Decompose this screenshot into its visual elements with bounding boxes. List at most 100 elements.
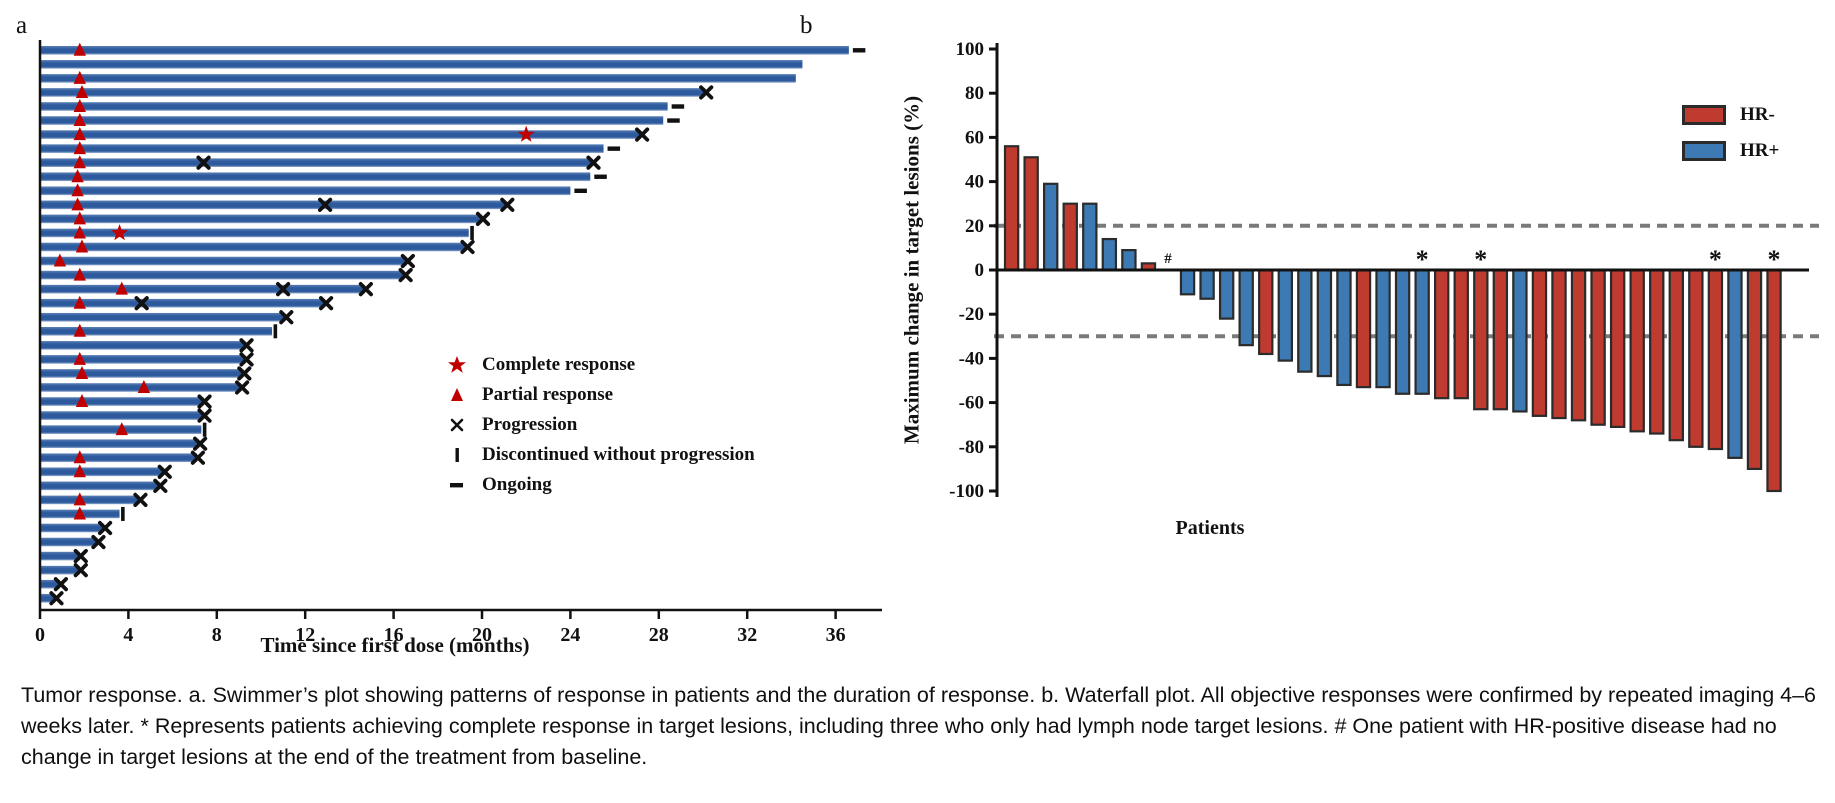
partial-response-marker — [137, 380, 151, 393]
waterfall-bar — [1355, 268, 1372, 389]
x-tick-label: 20 — [472, 624, 492, 646]
swimmer-bar — [40, 481, 160, 491]
swimmer-bar — [40, 523, 105, 533]
ongoing-marker — [671, 104, 685, 109]
swimmer-bar — [40, 242, 467, 252]
swimmer-bar — [40, 397, 204, 406]
partial-response-marker — [73, 225, 86, 239]
y-tick-label: -20 — [959, 304, 984, 325]
waterfall-bar — [1179, 268, 1196, 296]
complete-response-asterisk: * — [1416, 245, 1429, 274]
progression-x-marker — [500, 197, 515, 212]
swimmer-bar — [40, 74, 796, 83]
figure-caption: Tumor response. a. Swimmer’s plot showin… — [21, 683, 1817, 770]
swimmer-bar — [40, 341, 246, 350]
progression-x-marker — [197, 394, 212, 409]
legend-label-ongoing: Ongoing — [482, 474, 552, 495]
progression-x-marker — [196, 155, 211, 170]
partial-response-marker — [73, 211, 86, 225]
waterfall-bar — [1453, 268, 1469, 400]
progression-x-marker — [586, 155, 601, 170]
y-tick-label: -60 — [959, 393, 984, 414]
partial-response-marker — [75, 365, 89, 379]
progression-x-marker — [197, 408, 212, 423]
swimmer-bar — [40, 256, 407, 266]
swimmer-bar — [40, 495, 140, 505]
progression-x-marker — [276, 282, 291, 297]
partial-response-marker — [73, 42, 86, 56]
complete-response-marker — [111, 224, 129, 241]
waterfall-legend: HR- HR+ — [1682, 97, 1779, 169]
waterfall-bar — [1258, 268, 1274, 356]
swimmer-legend: Complete response Partial response Progr… — [444, 350, 755, 500]
discontinued-marker — [202, 422, 207, 437]
x-tick-label: 0 — [35, 624, 45, 646]
progression-x-marker — [475, 211, 491, 226]
x-tick-label: 28 — [649, 624, 669, 646]
swimmer-bar — [40, 46, 849, 55]
progression-x-marker — [97, 520, 113, 536]
partial-response-marker — [73, 464, 86, 478]
waterfall-x-axis-title: Patients — [1175, 517, 1245, 539]
swimmer-plot: 0 4 8 12 16 20 24 28 32 36 — [35, 40, 882, 646]
progression-x-marker — [400, 253, 415, 269]
panel-b-label: b — [800, 12, 813, 39]
waterfall-y-axis-title: Maximum change in target lesions (%) — [899, 95, 924, 445]
progression-x-marker — [73, 563, 88, 578]
legend-item-discontinued: Discontinued without progression — [444, 440, 755, 470]
partial-response-marker — [73, 351, 86, 365]
panel-a-label: a — [16, 12, 28, 39]
partial-response-marker — [73, 267, 86, 281]
progression-x-marker — [279, 310, 294, 325]
progression-x-marker — [699, 85, 714, 100]
x-tick-label: 12 — [295, 624, 315, 646]
waterfall-bar — [1394, 268, 1411, 395]
complete-response-asterisk: * — [1474, 245, 1487, 274]
discontinued-marker — [273, 324, 278, 339]
swimmer-bar — [40, 88, 706, 97]
waterfall-bar — [1003, 145, 1020, 272]
progression-x-icon — [444, 414, 470, 436]
waterfall-bar — [1727, 268, 1743, 459]
swimmer-bar — [40, 228, 469, 238]
partial-response-marker — [73, 450, 86, 464]
waterfall-plot: 100 80 60 40 20 0 -20 -40 -60 -80 -100 # * * * * — [949, 39, 1819, 502]
legend-label-hr-negative: HR- — [1740, 104, 1775, 125]
waterfall-bar — [1062, 202, 1078, 272]
legend-item-hr-positive: HR+ — [1682, 133, 1779, 169]
discontinued-tick-icon — [444, 444, 470, 466]
complete-response-star-icon — [444, 354, 470, 376]
swimmer-bar — [40, 200, 507, 210]
legend-item-progression: Progression — [444, 410, 755, 440]
swimmer-bar — [40, 593, 56, 603]
waterfall-bar — [1042, 182, 1059, 272]
swimmer-bar — [40, 327, 273, 336]
waterfall-bar — [1316, 268, 1333, 378]
legend-item-hr-negative: HR- — [1682, 97, 1779, 133]
swimmer-bar — [40, 411, 204, 420]
waterfall-bar — [1688, 268, 1704, 448]
waterfall-bar — [1590, 268, 1606, 426]
legend-label-discontinued: Discontinued without progression — [482, 444, 755, 465]
waterfall-bar — [1101, 237, 1118, 272]
progression-x-marker — [134, 296, 149, 311]
waterfall-bar — [1551, 268, 1567, 420]
partial-response-marker — [73, 113, 86, 127]
ongoing-marker — [594, 174, 607, 179]
y-tick-label: 80 — [965, 83, 984, 104]
waterfall-bar — [1766, 268, 1782, 493]
ongoing-marker — [852, 48, 866, 53]
x-tick-label: 24 — [560, 624, 580, 646]
swimmer-bar — [40, 565, 80, 575]
y-tick-label: 60 — [965, 127, 984, 148]
swimmer-bar — [40, 214, 482, 224]
x-tick-label: 16 — [384, 624, 404, 646]
waterfall-bar — [1414, 268, 1430, 395]
hr-negative-swatch-icon — [1682, 105, 1726, 125]
swimmer-bar — [40, 298, 326, 308]
waterfall-bar — [1609, 268, 1626, 429]
partial-response-marker — [73, 295, 86, 309]
swimmer-bar — [40, 467, 164, 477]
x-tick-label: 4 — [123, 624, 133, 646]
